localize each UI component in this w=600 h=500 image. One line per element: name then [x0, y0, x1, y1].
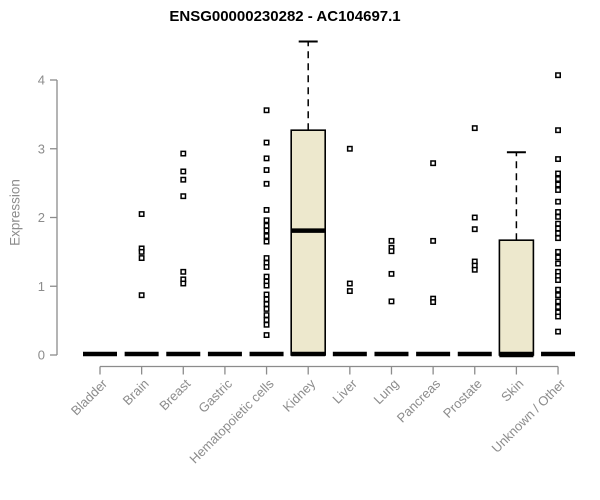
data-point [555, 286, 561, 293]
data-point [555, 213, 561, 220]
x-tick-label: Skin [498, 376, 526, 404]
data-point [138, 248, 145, 255]
data-point [346, 288, 353, 295]
data-point [471, 266, 478, 273]
data-point [555, 176, 561, 182]
data-point [388, 237, 395, 244]
data-point [430, 160, 437, 167]
data-point [263, 316, 270, 323]
x-tick-label: Liver [329, 376, 360, 407]
data-point [263, 312, 270, 319]
data-point [555, 260, 561, 267]
data-point [180, 176, 187, 183]
data-point [471, 226, 478, 233]
data-point [555, 235, 561, 242]
data-point [263, 206, 270, 213]
data-point [263, 332, 270, 339]
data-point [555, 328, 561, 335]
data-point [555, 248, 561, 255]
data-point [180, 280, 187, 287]
data-point [555, 303, 561, 310]
data-point [346, 280, 353, 287]
data-point [263, 107, 270, 114]
data-point [555, 198, 561, 205]
data-point [555, 187, 561, 193]
x-tick-label: Kidney [280, 376, 319, 415]
box [498, 239, 535, 356]
data-point [555, 181, 561, 188]
data-point [263, 282, 270, 289]
data-point [430, 299, 437, 306]
x-tick-label: Prostate [440, 376, 485, 421]
data-point [555, 230, 561, 237]
data-point [138, 292, 145, 299]
data-point [388, 298, 395, 305]
data-point [138, 255, 145, 262]
data-point [180, 168, 187, 175]
data-point [263, 264, 270, 270]
data-point [263, 238, 270, 245]
data-point [555, 254, 561, 261]
data-point [180, 150, 187, 157]
data-point [263, 233, 270, 240]
data-point [263, 291, 270, 298]
data-point [180, 268, 187, 275]
data-point [263, 139, 270, 146]
y-tick-label: 4 [38, 73, 45, 88]
data-point [555, 209, 561, 215]
data-point [346, 145, 353, 152]
data-point [430, 237, 437, 244]
data-point [555, 127, 561, 134]
data-point [555, 156, 561, 163]
data-point [555, 72, 561, 79]
data-point [263, 296, 270, 303]
data-point [180, 193, 187, 200]
data-point [555, 277, 561, 284]
x-tick-label: Gastric [195, 376, 235, 416]
data-point [263, 273, 270, 280]
box [290, 129, 327, 356]
x-tick-label: Breast [156, 376, 193, 413]
data-point [555, 292, 561, 299]
data-point [263, 305, 270, 312]
data-point [555, 298, 561, 305]
x-tick-label: Brain [120, 376, 152, 408]
data-point [263, 167, 270, 174]
y-tick-label: 3 [38, 141, 45, 156]
data-point [388, 270, 395, 277]
data-point [138, 211, 145, 218]
data-point [263, 255, 270, 262]
data-point [471, 214, 478, 221]
data-point [471, 125, 478, 132]
data-point [555, 220, 561, 227]
data-point [388, 248, 395, 255]
x-tick-label: Pancreas [394, 376, 444, 426]
data-point [263, 155, 270, 162]
x-tick-label: Bladder [68, 376, 111, 419]
data-point [263, 222, 270, 229]
data-point [263, 180, 270, 187]
data-point [263, 301, 270, 308]
data-point [555, 170, 561, 177]
data-point [263, 217, 270, 224]
data-point [263, 227, 270, 234]
chart-title: ENSG00000230282 - AC104697.1 [169, 8, 401, 25]
data-point [555, 225, 561, 232]
y-tick-label: 0 [38, 348, 45, 363]
y-tick-label: 1 [38, 279, 45, 294]
x-tick-label: Unknown / Other [489, 376, 569, 456]
y-tick-label: 2 [38, 210, 45, 225]
data-point [263, 321, 270, 328]
x-tick-label: Lung [371, 376, 402, 407]
data-point [555, 313, 561, 320]
